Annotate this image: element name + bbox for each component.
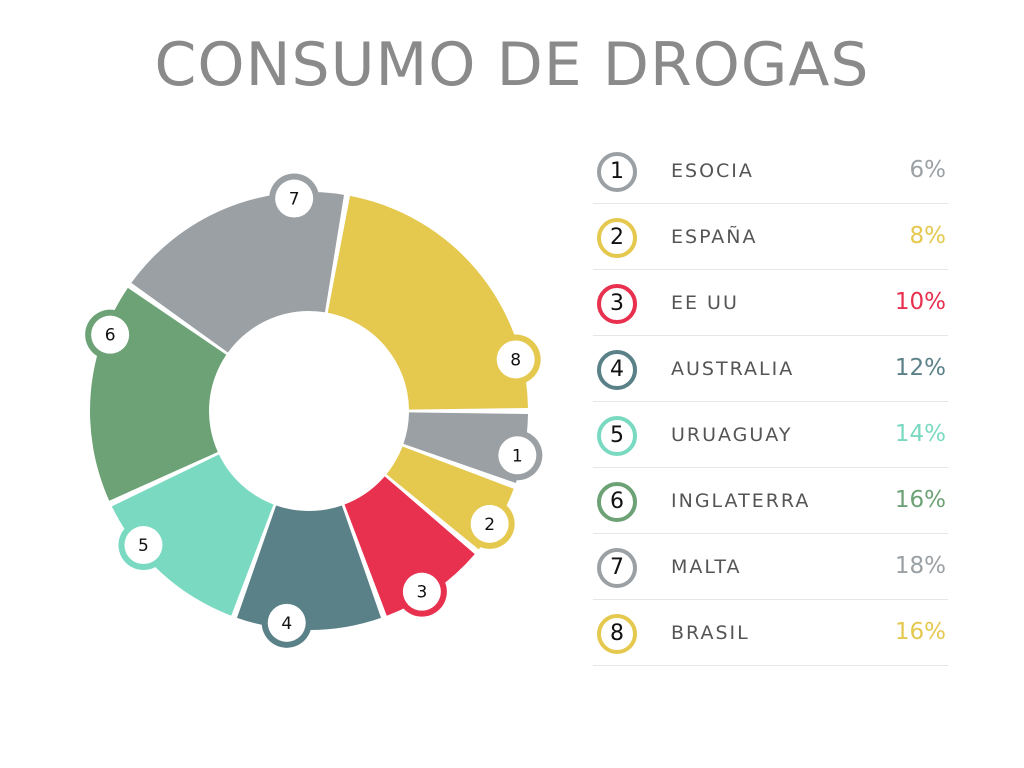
slice-marker-center [267,603,306,642]
slice-marker-label: 7 [289,190,300,210]
slice-marker-label: 5 [138,536,149,556]
donut-slice-7 [131,191,345,353]
legend-badge: 6 [597,482,637,522]
legend-value: 10% [894,289,946,315]
legend-value: 8% [909,223,947,249]
slice-marker-center [498,436,537,475]
legend-value: 6% [909,157,947,183]
slice-marker-label: 4 [281,614,292,634]
chart-title: CONSUMO DE DROGAS [154,30,870,100]
legend-label: MALTA [671,556,742,578]
legend-label: URUAGUAY [671,424,793,446]
slice-marker-center [91,315,130,354]
legend-value: 16% [894,619,946,645]
slice-marker-center [496,340,535,379]
legend-row: 3 EE UU 10% [593,270,948,336]
slice-marker-center [124,526,163,565]
slice-marker-label: 3 [416,583,427,603]
slice-marker-8: 8 [490,334,541,385]
legend-label: INGLATERRA [671,490,811,512]
slice-marker-center [275,179,314,218]
legend-label: ESPAÑA [671,226,758,248]
slice-marker-label: 2 [484,515,495,535]
legend-label: AUSTRALIA [671,358,795,380]
legend-value: 12% [894,355,946,381]
donut-slice-8 [327,195,528,410]
slice-marker-center [402,572,441,611]
legend-badge: 4 [597,350,637,390]
legend-badge: 3 [597,284,637,324]
slice-marker-7: 7 [269,173,320,224]
legend-badge: 8 [597,614,637,654]
donut-slice-5 [111,454,274,616]
legend-row: 1 ESOCIA 6% [593,138,948,204]
legend-row: 8 BRASIL 16% [593,600,948,666]
legend-label: BRASIL [671,622,750,644]
legend-value: 14% [894,421,946,447]
legend-badge: 1 [597,152,637,192]
donut-slice-4 [236,505,382,630]
legend-row: 4 AUSTRALIA 12% [593,336,948,402]
slice-marker-label: 8 [510,350,521,370]
slice-marker-label: 1 [512,446,523,466]
legend-badge: 5 [597,416,637,456]
legend-row: 6 INGLATERRA 16% [593,468,948,534]
slice-marker-2: 2 [464,498,515,549]
legend-row: 5 URUAGUAY 14% [593,402,948,468]
slice-marker-4: 4 [261,597,312,648]
slice-marker-3: 3 [396,566,447,617]
slice-marker-5: 5 [118,520,169,571]
legend-value: 18% [894,553,946,579]
slice-marker-1: 1 [492,430,543,481]
legend-label: ESOCIA [671,160,754,182]
legend: 1 ESOCIA 6% 2 ESPAÑA 8% 3 EE UU 10% 4 AUSTRALIA 12%… [593,138,948,666]
legend-row: 2 ESPAÑA 8% [593,204,948,270]
legend-badge: 7 [597,548,637,588]
legend-row: 7 MALTA 18% [593,534,948,600]
slice-marker-label: 6 [105,326,116,346]
legend-value: 16% [894,487,946,513]
legend-badge: 2 [597,218,637,258]
slice-marker-6: 6 [85,309,136,360]
legend-label: EE UU [671,292,739,314]
slice-marker-center [470,504,509,543]
